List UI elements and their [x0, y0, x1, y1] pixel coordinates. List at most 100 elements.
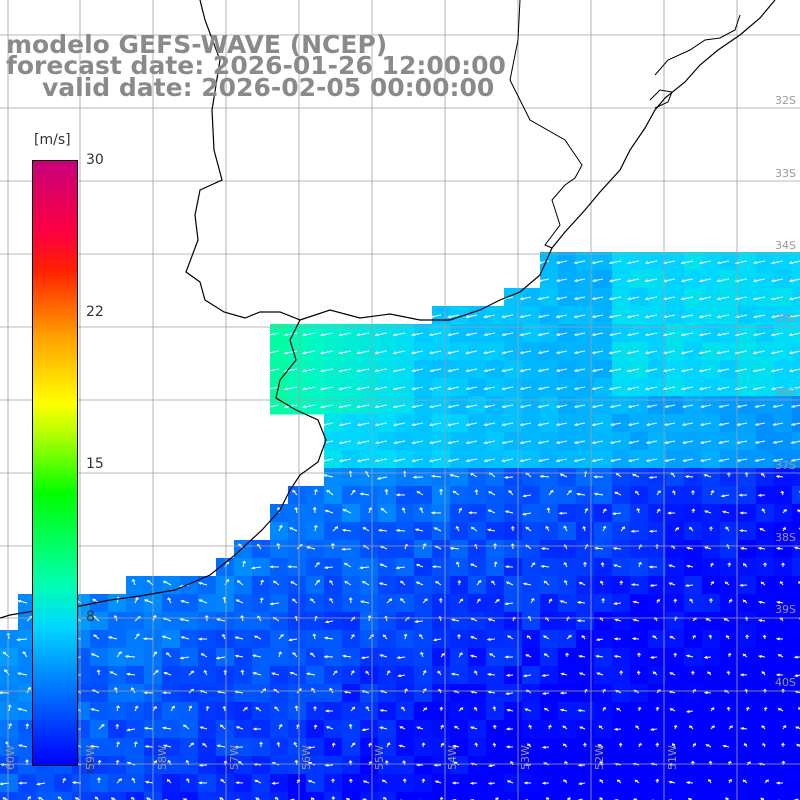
wind-arrow: [520, 314, 532, 318]
wind-cell: [738, 522, 757, 541]
wind-arrow-head: [131, 777, 136, 781]
wind-cell: [234, 774, 253, 793]
wind-arrow: [592, 332, 604, 336]
wind-arrow: [609, 350, 622, 354]
lat-label-33s: 33S: [775, 167, 796, 180]
wind-arrow: [242, 561, 246, 568]
wind-arrow: [737, 458, 748, 462]
wind-cell: [126, 576, 145, 595]
wind-arrow-head: [646, 404, 651, 408]
wind-cell: [342, 540, 361, 559]
wind-arrow-head: [118, 778, 122, 781]
wind-arrow-head: [781, 688, 785, 692]
wind-cell: [252, 576, 271, 595]
wind-arrow-head: [716, 297, 721, 301]
wind-arrow: [627, 368, 640, 372]
wind-arrow-head: [124, 654, 129, 658]
wind-arrow: [592, 458, 604, 462]
wind-cell: [378, 540, 397, 559]
wind-arrow: [592, 350, 604, 354]
wind-cell: [216, 648, 235, 667]
wind-arrow-head: [626, 261, 632, 265]
wind-arrow-head: [402, 760, 407, 764]
wind-arrow-head: [765, 779, 769, 782]
wind-arrow-head: [543, 580, 548, 584]
wind-cell: [756, 504, 775, 523]
wind-arrow: [266, 368, 280, 372]
wind-arrow-head: [449, 546, 454, 550]
wind-cell: [0, 756, 19, 775]
wind-arrow-head: [293, 741, 297, 745]
wind-arrow-head: [424, 598, 428, 602]
wind-arrow-head: [669, 635, 674, 639]
wind-cell: [108, 702, 127, 721]
wind-cell: [594, 522, 613, 541]
wind-arrow-head: [597, 744, 602, 747]
wind-cell: [720, 612, 739, 631]
wind-arrow: [284, 386, 298, 390]
wind-cell: [36, 792, 55, 800]
wind-arrow-head: [275, 796, 279, 800]
wind-cell: [792, 558, 800, 577]
wind-cell: [666, 450, 685, 469]
wind-arrow: [592, 404, 604, 408]
wind-arrow-head: [492, 724, 497, 728]
wind-cell: [702, 666, 721, 685]
wind-cell: [126, 774, 145, 793]
wind-arrow-head: [704, 510, 709, 514]
wind-cell: [540, 504, 559, 523]
wind-cell: [432, 342, 451, 361]
wind-cell: [288, 396, 307, 415]
wind-cell: [612, 594, 631, 613]
wind-arrow-head: [682, 440, 687, 444]
wind-cell: [360, 576, 379, 595]
wind-cell: [648, 414, 667, 433]
wind-cell: [126, 738, 145, 757]
wind-arrow: [592, 440, 604, 444]
wind-cell: [540, 702, 559, 721]
wind-cell: [684, 702, 703, 721]
wind-cell: [774, 360, 793, 379]
wind-cell: [666, 684, 685, 703]
wind-arrow: [719, 422, 730, 426]
wind-arrow-head: [522, 582, 527, 586]
wind-arrow-head: [312, 506, 317, 510]
wind-cell: [360, 756, 379, 775]
wind-arrow-head: [492, 742, 497, 746]
wind-arrow-head: [113, 687, 118, 690]
wind-arrow: [538, 332, 550, 336]
wind-cell: [378, 648, 397, 667]
wind-arrow-head: [351, 706, 356, 710]
wind-arrow-head: [545, 525, 549, 529]
wind-cell: [522, 558, 541, 577]
wind-arrow-head: [233, 745, 238, 749]
wind-arrow-head: [4, 669, 8, 672]
wind-arrow: [502, 350, 514, 354]
wind-cell: [702, 450, 721, 469]
wind-cell: [324, 432, 343, 451]
wind-cell: [288, 792, 307, 800]
wind-arrow-head: [754, 404, 759, 408]
wind-cell: [450, 630, 469, 649]
wind-arrow: [789, 260, 800, 264]
wind-arrow-head: [307, 780, 312, 783]
wind-cell: [378, 486, 397, 505]
wind-cell: [630, 324, 649, 343]
wind-cell: [270, 684, 289, 703]
wind-cell: [540, 738, 559, 757]
wind-arrow: [321, 458, 334, 462]
wind-arrow: [755, 440, 766, 444]
wind-cell: [684, 486, 703, 505]
wind-arrow-head: [655, 742, 660, 746]
wind-arrow-head: [161, 635, 166, 639]
wind-arrow-head: [563, 579, 568, 583]
wind-cell: [108, 720, 127, 739]
wind-cell: [378, 522, 397, 541]
wind-arrow-head: [240, 615, 244, 619]
wind-cell: [648, 648, 667, 667]
wind-cell: [270, 792, 289, 800]
wind-arrow-head: [790, 458, 795, 462]
wind-arrow-head: [331, 778, 335, 782]
wind-arrow-head: [374, 369, 379, 373]
wind-cell: [558, 792, 577, 800]
